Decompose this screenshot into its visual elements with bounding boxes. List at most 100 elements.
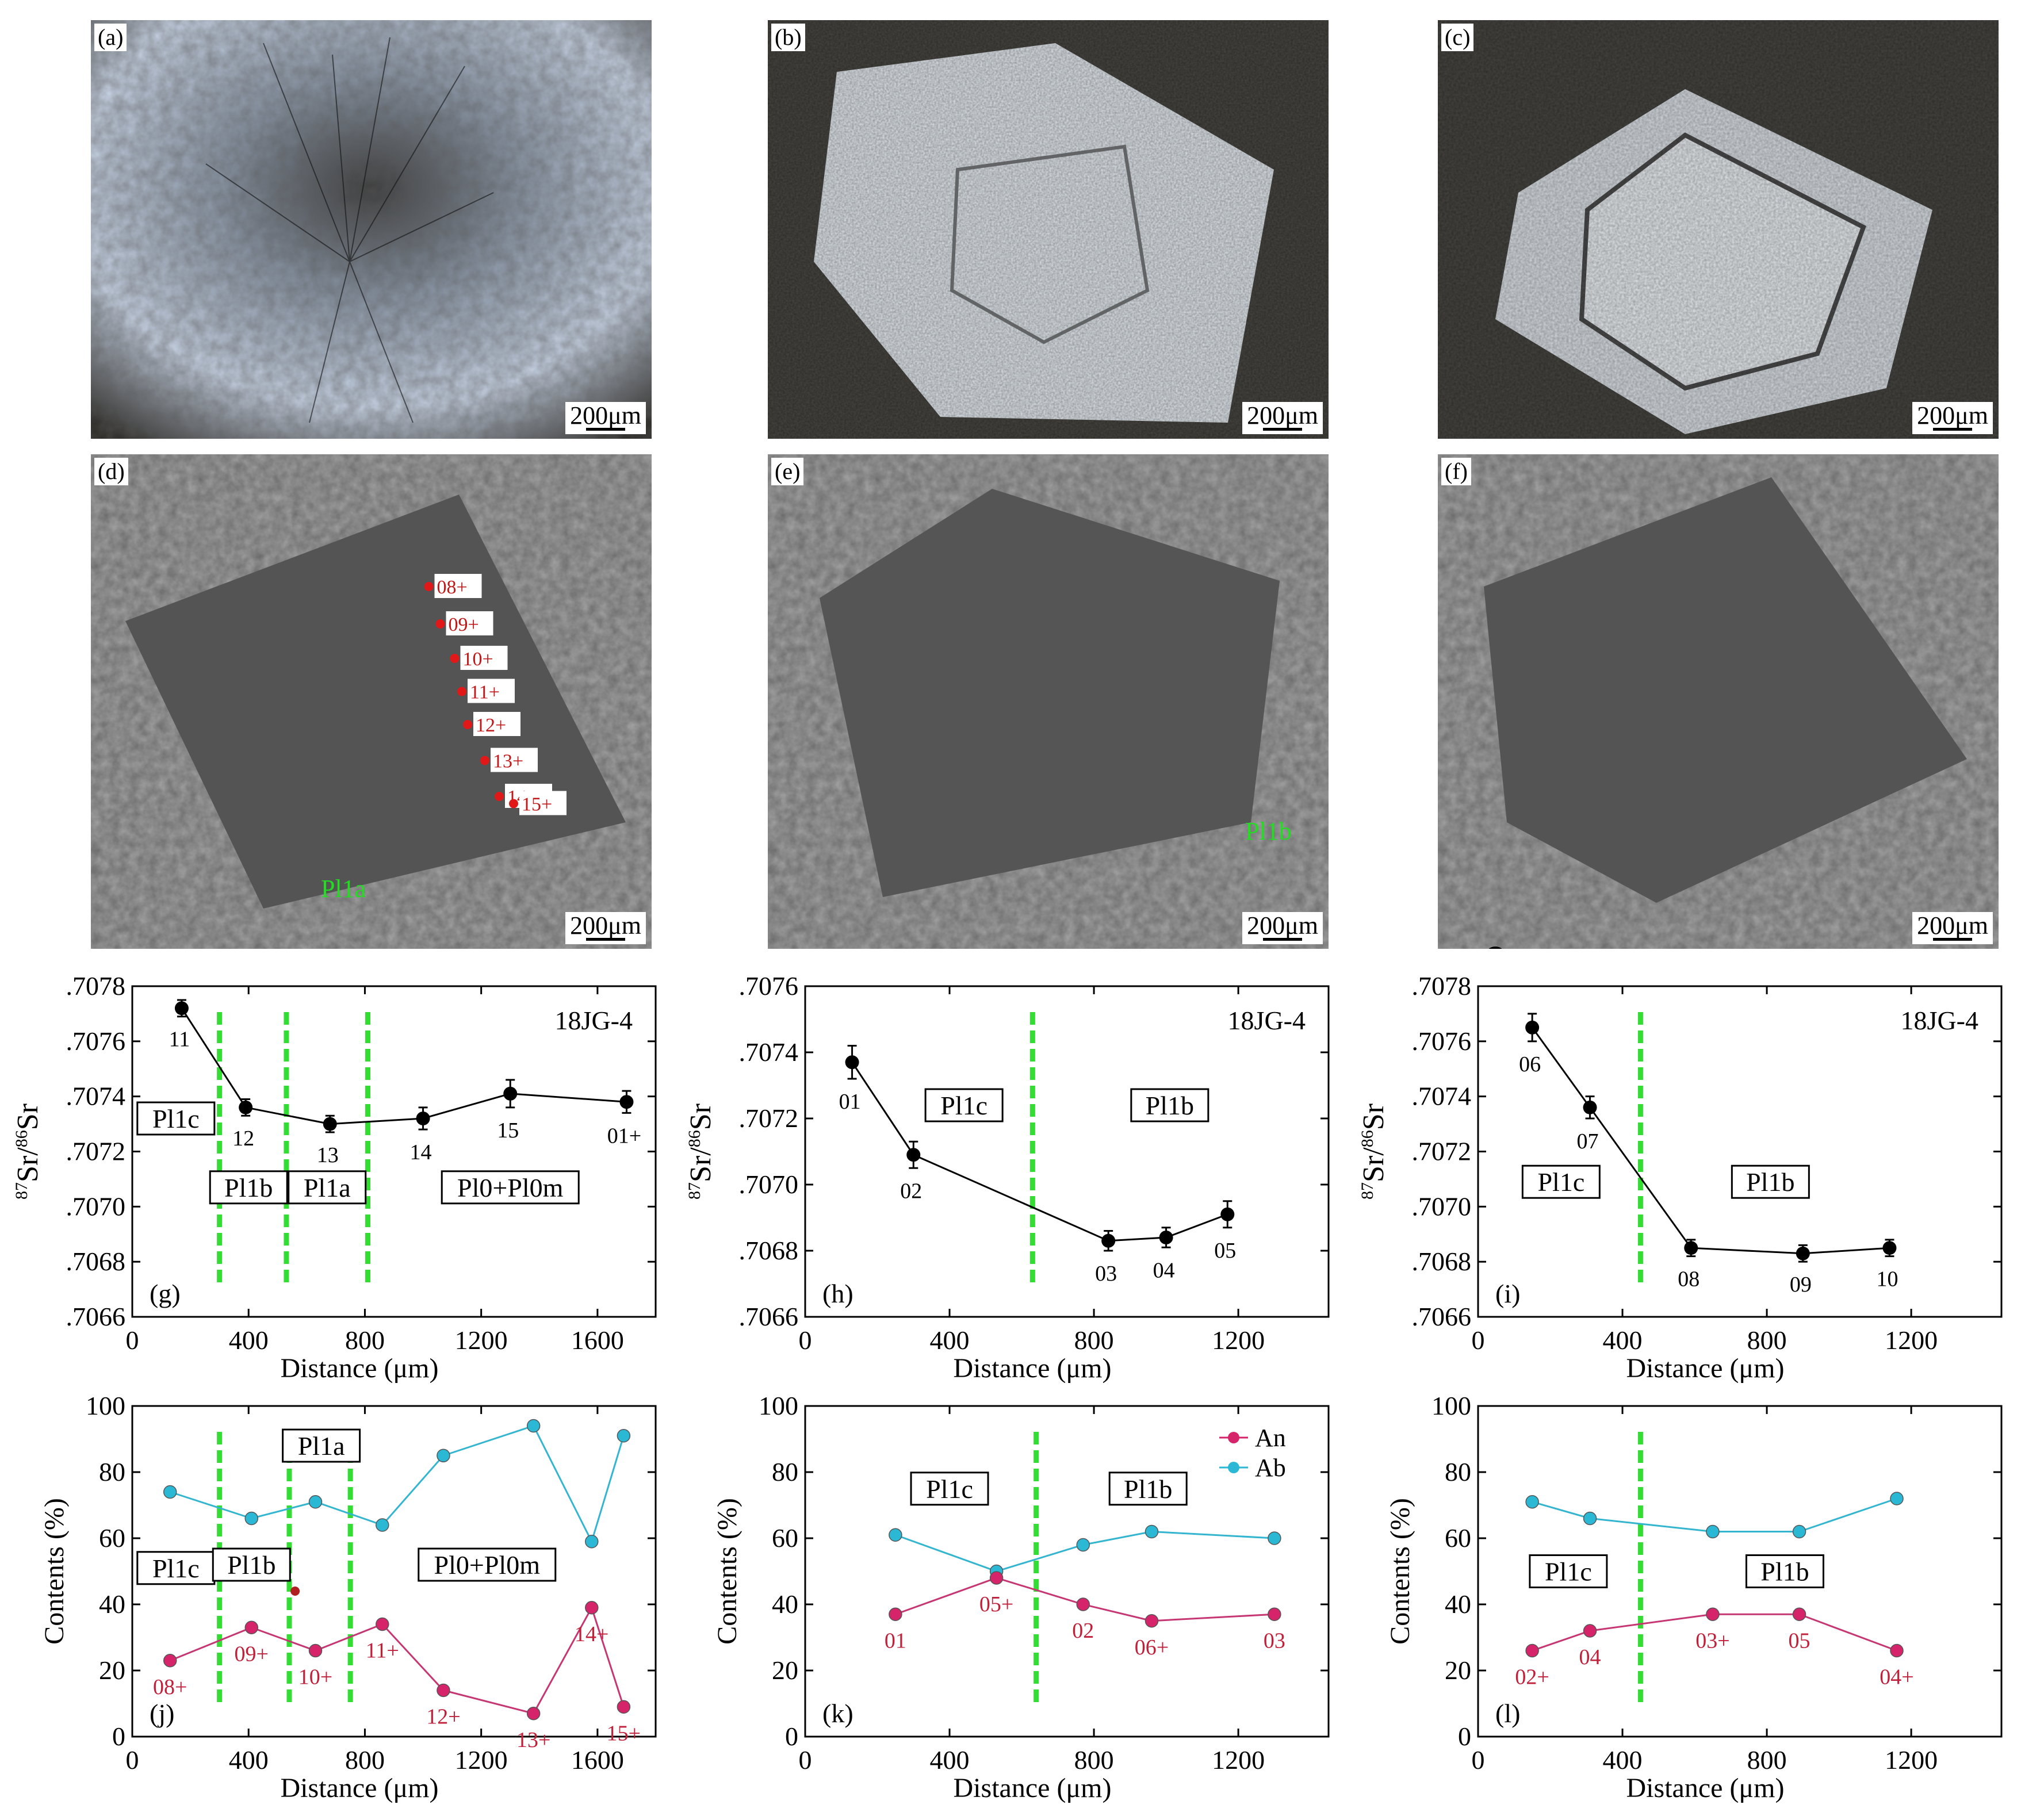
chart-i: 0 400 800 1200 .7066 .7068 .7070 .7072 .7074 .707… (1346, 971, 2016, 1400)
y-tick-label: 20 (99, 1656, 125, 1685)
data-point-ab (1792, 1524, 1806, 1539)
x-tick-label: 800 (345, 1745, 385, 1775)
plot-frame (131, 985, 657, 1318)
x-tick-label: 800 (1747, 1745, 1787, 1775)
panel-label: (h) (822, 1279, 853, 1308)
data-point (323, 1117, 337, 1131)
data-point-ab (163, 1485, 177, 1499)
x-axis-label: Distance (μm) (954, 1353, 1112, 1384)
y-tick-label: .7068 (66, 1247, 126, 1276)
scale-bar: 200μm (565, 912, 646, 944)
data-point-an (437, 1683, 450, 1698)
micrograph-a-image (91, 20, 652, 439)
data-point (1882, 1241, 1897, 1255)
data-point-an (1792, 1607, 1806, 1621)
y-axis-label: 87Sr/86Sr (684, 1104, 717, 1200)
spot-label-box (446, 611, 493, 635)
x-tick-label: 800 (345, 1325, 385, 1355)
data-point-ab (1706, 1524, 1720, 1539)
data-label: 09+ (235, 1642, 269, 1666)
y-tick-label: .7076 (1412, 1026, 1472, 1056)
zone-box (1529, 1554, 1608, 1588)
analysis-spot-ep (424, 582, 434, 591)
data-label: 05 (1789, 1629, 1811, 1653)
data-label: 08 (1678, 1267, 1700, 1292)
spot-label: 12+ (476, 715, 506, 736)
data-label: 14+ (575, 1622, 608, 1646)
data-point-an (889, 1607, 902, 1621)
data-label: 02 (900, 1179, 922, 1203)
plot-frame (804, 1405, 1330, 1738)
chart-h: 0 400 800 1200 .7066 .7068 .7070 .7072 .7074 .707… (673, 971, 1343, 1400)
x-tick-label: 1600 (571, 1745, 624, 1775)
y-tick-label: .7076 (66, 1026, 126, 1056)
data-point (503, 1086, 518, 1101)
spot-label-box (434, 574, 482, 598)
scale-bar-label: 200μm (1247, 911, 1318, 940)
spot-label: 09+ (449, 614, 479, 635)
data-point (1159, 1231, 1173, 1244)
data-label: 11 (169, 1028, 190, 1052)
data-point-ab (1076, 1538, 1090, 1552)
x-tick-label: 1200 (455, 1325, 508, 1355)
data-point (1220, 1207, 1235, 1221)
sample-label: 18JG-4 (555, 1006, 633, 1035)
y-tick-label: 60 (99, 1523, 125, 1553)
analysis-spot-ep (435, 619, 445, 629)
scale-bar-line (1263, 938, 1302, 941)
zone-box-label: Pl1b (227, 1550, 275, 1580)
data-label: 09 (1790, 1273, 1812, 1297)
spot-label: 11+ (470, 682, 500, 703)
data-point (174, 1001, 189, 1016)
x-axis-label: Distance (μm) (281, 1773, 439, 1803)
y-axis-label-sup: 86 (685, 1130, 704, 1147)
analysis-spot-ep (457, 687, 466, 696)
data-point-ab (1525, 1495, 1539, 1509)
data-label: 03 (1264, 1629, 1285, 1653)
scale-bar: 200μm (1242, 402, 1323, 434)
zone-box-label: Pl0+Pl0m (457, 1173, 564, 1202)
y-tick-label: 40 (772, 1589, 798, 1619)
data-label: 05+ (979, 1592, 1013, 1616)
y-tick-label: .7070 (1412, 1191, 1472, 1221)
x-tick-label: 0 (126, 1745, 139, 1775)
y-axis-label: Contents (%) (1385, 1498, 1415, 1645)
data-label: 10+ (298, 1665, 332, 1689)
data-label: 04 (1579, 1645, 1601, 1669)
y-axis-label-sup: 86 (1358, 1130, 1377, 1147)
y-tick-label: 80 (772, 1457, 798, 1486)
y-tick-label: 0 (785, 1722, 798, 1751)
data-point (1525, 1020, 1540, 1034)
zone-box-label: Pl1c (940, 1091, 987, 1120)
y-tick-label: 100 (759, 1391, 798, 1420)
y-axis-label-sup: 86 (12, 1130, 31, 1147)
data-label: 02 (1072, 1619, 1094, 1643)
y-tick-label: .7070 (66, 1191, 126, 1221)
x-axis-label: Distance (μm) (281, 1353, 439, 1384)
data-label: 13+ (516, 1728, 550, 1752)
zone-box (1130, 1088, 1209, 1122)
spot-label-box (468, 679, 515, 703)
scale-bar-label: 200μm (1917, 401, 1988, 430)
y-tick-label: 60 (772, 1523, 798, 1553)
zone-label: Pl1b (1245, 817, 1292, 845)
zone-box-label: Pl1a (304, 1173, 351, 1202)
y-tick-label: 80 (99, 1457, 125, 1486)
x-tick-label: 800 (1074, 1745, 1114, 1775)
micrograph-d: 111213141501+08+09+10+11+12+13+14+15+Pl1… (91, 454, 652, 949)
data-point (845, 1055, 859, 1070)
y-tick-label: .7074 (739, 1037, 799, 1067)
panel-label: (j) (150, 1699, 174, 1728)
spot-label-box (491, 748, 538, 772)
data-label: 04 (1153, 1258, 1175, 1282)
x-tick-label: 1200 (1885, 1745, 1938, 1775)
series-line-an (170, 1605, 625, 1715)
sample-label: 18JG-4 (1228, 1006, 1306, 1035)
y-tick-label: .7072 (1412, 1137, 1472, 1166)
x-axis-label: Distance (μm) (954, 1773, 1112, 1803)
data-label: 13 (317, 1143, 339, 1167)
data-point (416, 1112, 430, 1125)
data-label: 10 (1876, 1267, 1898, 1292)
